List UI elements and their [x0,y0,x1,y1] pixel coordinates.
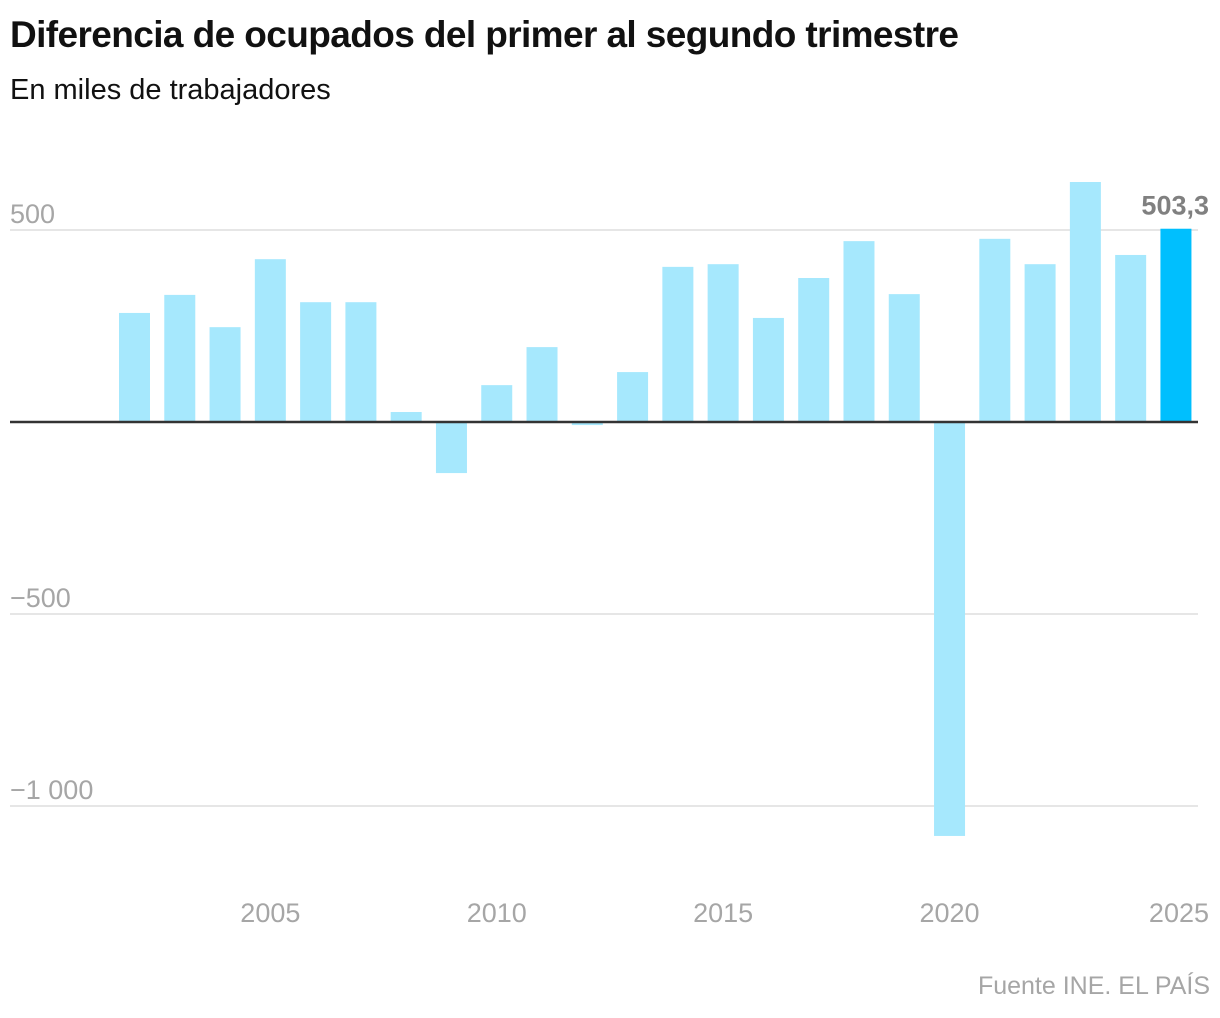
bar-2013 [617,372,649,422]
bar-2008 [390,412,422,422]
bar-2020 [934,422,966,836]
source-note: Fuente INE. EL PAÍS [977,972,1210,1000]
data-labels: 503,3 [1141,191,1209,221]
bar-2011 [526,347,558,422]
y-axis-ticks: 500 −500 −1 000 [10,199,93,805]
chart-subtitle: En miles de trabajadores [10,74,331,106]
bar-2019 [888,294,920,422]
bar-2003 [164,294,196,422]
bar-2023 [1069,182,1101,422]
x-tick-label: 2015 [693,898,753,928]
bar-2022 [1024,264,1056,422]
bar-2025 [1160,228,1192,422]
bar-2002 [119,312,150,422]
y-tick-label: −500 [10,583,71,613]
x-tick-label: 2010 [467,898,527,928]
bars [119,182,1192,836]
bar-2009 [435,422,467,474]
bar-2007 [345,302,377,422]
bar-2018 [843,241,875,422]
x-tick-label: 2025 [1149,898,1209,928]
gridlines [10,229,1198,807]
bar-2014 [662,266,694,422]
bar-2004 [209,327,241,422]
bar-2016 [752,317,784,422]
bar-2005 [254,259,286,422]
bar-2012 [571,422,603,426]
x-axis-ticks: 2005 2010 2015 2020 2025 [240,898,1209,928]
bar-2024 [1115,254,1147,422]
chart-title: Diferencia de ocupados del primer al seg… [10,14,959,55]
x-tick-label: 2020 [920,898,980,928]
bar-2015 [707,264,739,422]
y-tick-label: −1 000 [10,775,93,805]
bar-2021 [979,238,1011,422]
data-label-2025: 503,3 [1141,191,1209,221]
bar-2006 [300,302,332,422]
bar-2010 [481,385,513,422]
y-tick-label: 500 [10,199,55,229]
x-tick-label: 2005 [240,898,300,928]
bar-2017 [798,278,830,422]
